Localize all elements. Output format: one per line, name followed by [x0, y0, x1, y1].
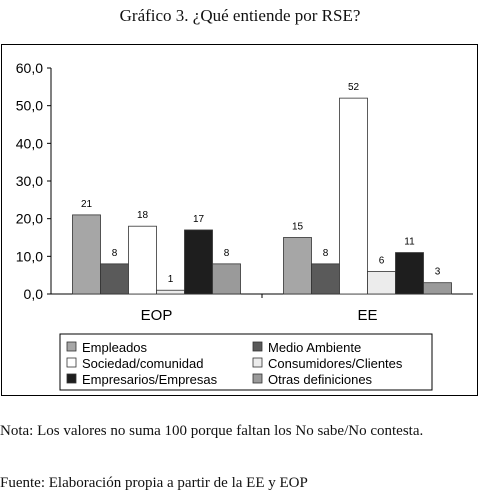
data-label: 1 [168, 274, 174, 285]
data-label: 15 [292, 222, 304, 233]
bar[interactable] [367, 270, 396, 295]
bar[interactable] [423, 282, 452, 295]
legend-swatch [252, 341, 263, 352]
x-category-label: EOP [141, 307, 173, 324]
source-line: Fuente: Elaboración propia a partir de l… [0, 475, 308, 491]
y-tick-label: 60,0 [16, 60, 43, 76]
bar[interactable] [212, 263, 241, 295]
legend-label: Medio Ambiente [268, 340, 361, 355]
bar-chart: 0,0 10,0 20,0 30,0 40,0 50,0 60,0 EOP 21 8 18 1 17 8 E… [16, 60, 473, 391]
y-tick-label: 0,0 [24, 286, 44, 302]
data-label: 18 [137, 210, 149, 221]
y-tick-label: 10,0 [16, 248, 43, 264]
y-tick-label: 40,0 [16, 135, 43, 151]
y-tick-label: 30,0 [16, 173, 43, 189]
legend-swatch [66, 357, 77, 368]
legend-swatch [252, 357, 263, 368]
data-label: 8 [323, 248, 329, 259]
legend-label: Empresarios/Empresas [82, 372, 218, 387]
data-label: 8 [224, 248, 230, 259]
data-label: 52 [348, 82, 360, 93]
bar[interactable] [100, 263, 129, 295]
chart-container: 0,0 10,0 20,0 30,0 40,0 50,0 60,0 EOP 21 8 18 1 17 8 E… [1, 44, 478, 396]
data-label: 21 [81, 199, 93, 210]
bar[interactable] [311, 263, 340, 295]
x-category-label: EE [357, 307, 377, 324]
y-tick-label: 50,0 [16, 98, 43, 114]
footnote: Nota: Los valores no suma 100 porque fal… [0, 423, 424, 439]
bar[interactable] [339, 97, 368, 295]
data-label: 6 [379, 255, 385, 266]
data-label: 11 [404, 237, 415, 248]
legend-swatch [66, 373, 77, 384]
legend-label: Sociedad/comunidad [82, 356, 203, 371]
data-label: 17 [193, 214, 205, 225]
bar[interactable] [128, 225, 157, 295]
legend-swatch [252, 373, 263, 384]
legend-label: Consumidores/Clientes [268, 356, 403, 371]
legend-label: Empleados [82, 340, 148, 355]
data-label: 3 [435, 267, 441, 278]
legend-label: Otras definiciones [268, 372, 373, 387]
bar[interactable] [395, 252, 424, 295]
bar[interactable] [72, 214, 101, 295]
bar[interactable] [184, 229, 213, 295]
bar[interactable] [283, 237, 312, 295]
bar[interactable] [156, 289, 185, 295]
data-label: 8 [112, 248, 118, 259]
legend-box [59, 333, 433, 391]
figure-title: Gráfico 3. ¿Qué entiende por RSE? [119, 6, 361, 25]
legend-swatch [66, 341, 77, 352]
y-tick-label: 20,0 [16, 211, 43, 227]
